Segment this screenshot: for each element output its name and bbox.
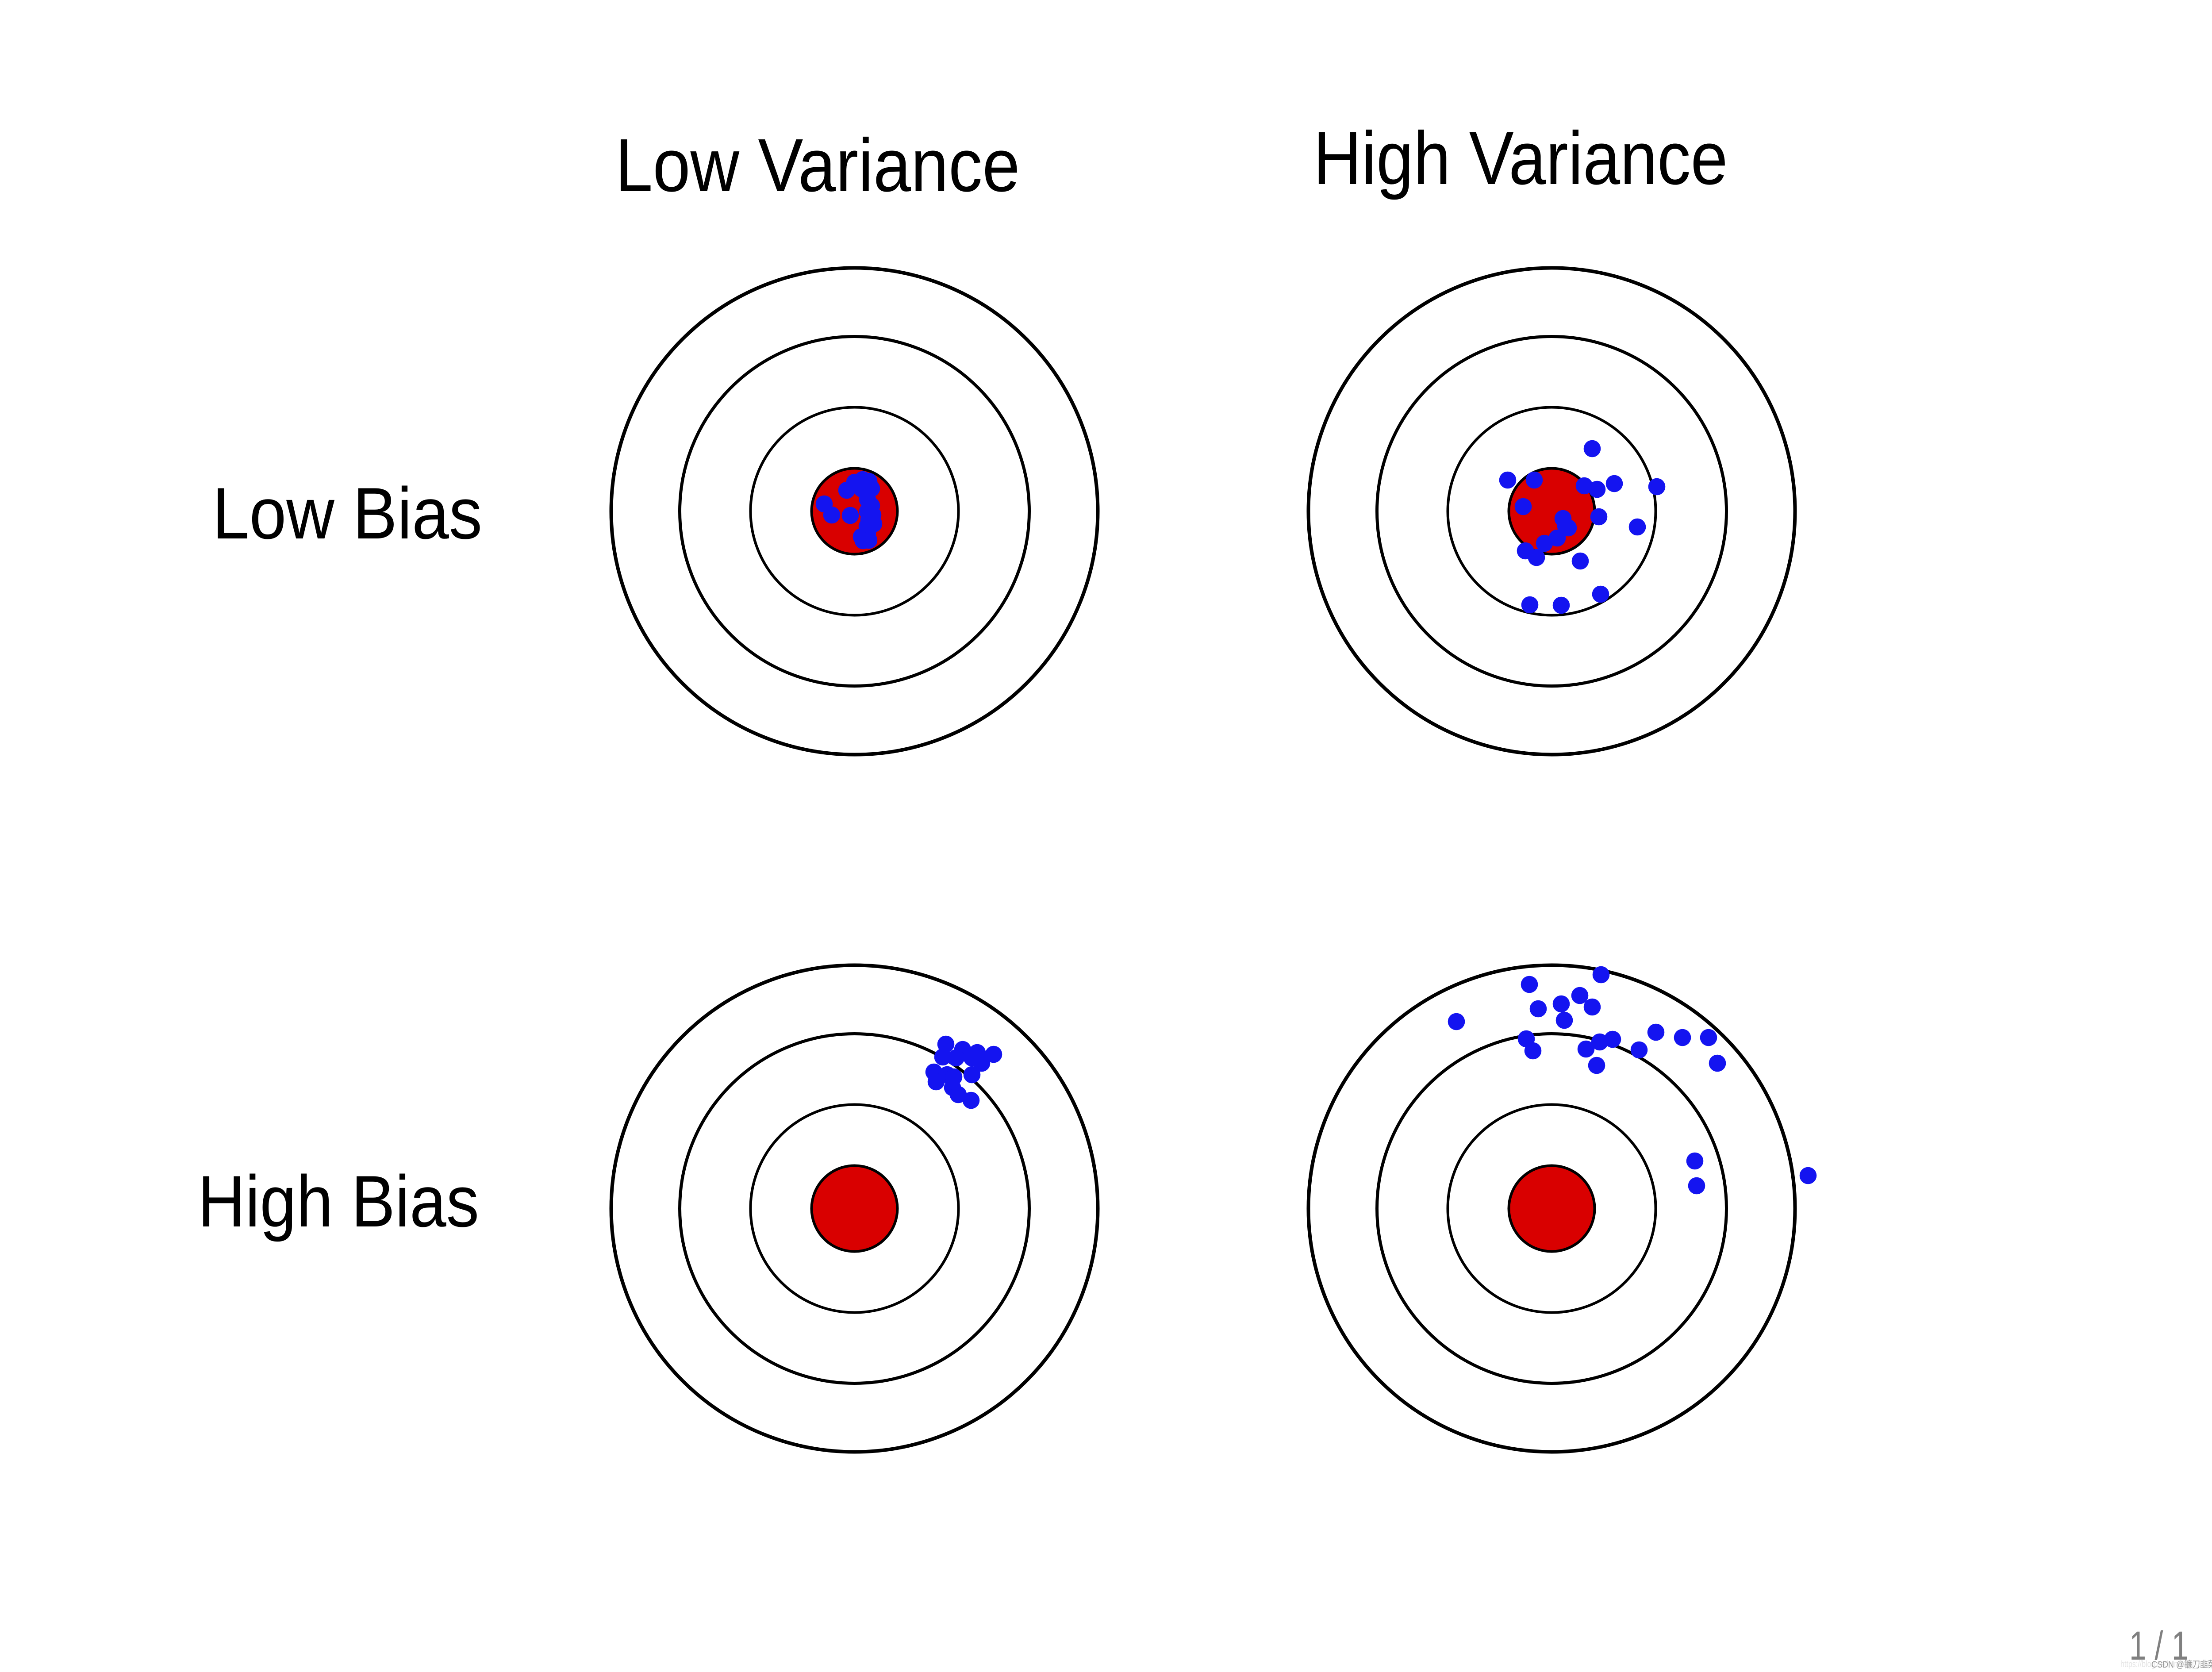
svg-text:CSDN @镰刀韭菜: CSDN @镰刀韭菜 bbox=[2151, 1660, 2212, 1670]
svg-text:Low Bias: Low Bias bbox=[212, 473, 482, 554]
svg-text:Low Variance: Low Variance bbox=[615, 123, 1020, 208]
svg-text:High Bias: High Bias bbox=[198, 1161, 479, 1242]
svg-text:https://blog.csdn.net/qq_30938: https://blog.csdn.net/qq_30938970 bbox=[2120, 1659, 2212, 1669]
svg-text:1 / 1: 1 / 1 bbox=[2129, 1623, 2189, 1668]
svg-text:High Variance: High Variance bbox=[1313, 116, 1728, 200]
